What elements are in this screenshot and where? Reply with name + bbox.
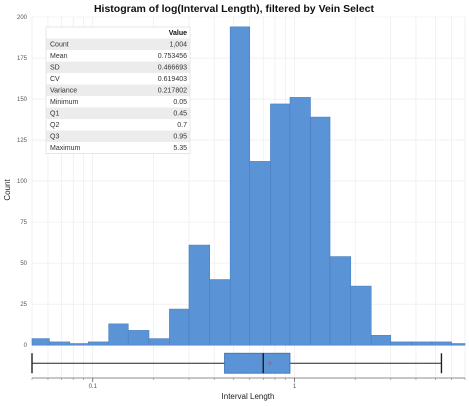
y-tick-label: 50: [20, 261, 27, 267]
histogram-bar: [148, 338, 170, 346]
histogram-bar: [270, 103, 291, 346]
y-tick-label: 100: [17, 179, 28, 185]
histogram-bar: [127, 330, 150, 346]
table-row-value: 0.466693: [158, 65, 187, 72]
y-axis-label: Count: [3, 179, 12, 201]
table-row-value: 0.45: [173, 111, 187, 118]
table-row-stripe: [46, 38, 190, 50]
bars-layer: [31, 26, 466, 346]
x-tick-label: 1: [293, 384, 297, 390]
histogram-bar: [209, 279, 231, 346]
histogram-bar: [229, 26, 251, 346]
table-row-stripe: [46, 61, 190, 73]
histogram-bar: [390, 341, 412, 346]
table-row-stripe: [46, 84, 190, 96]
table-row-label: Variance: [50, 88, 77, 95]
table-row-label: Q3: [50, 134, 59, 141]
histogram-bar: [31, 338, 50, 346]
y-tick-label: 25: [20, 302, 27, 308]
table-row-label: Mean: [50, 53, 68, 60]
table-row-value: 0.217802: [158, 88, 187, 95]
table-row-stripe: [46, 130, 190, 142]
histogram-bar: [451, 343, 466, 346]
table-row-value: 0.753456: [158, 53, 187, 60]
histogram-bar: [249, 161, 271, 346]
histogram-bar: [169, 308, 190, 346]
table-row-label: CV: [50, 76, 60, 83]
y-tick-label: 175: [17, 56, 28, 62]
histogram-bar: [431, 341, 452, 346]
table-row-value: 0.95: [173, 134, 187, 141]
table-row-value: 0.619403: [158, 76, 187, 83]
table-row-value: 1,004: [169, 42, 187, 49]
table-row-label: SD: [50, 65, 60, 72]
x-tick-label: 0.1: [89, 384, 98, 390]
y-tick-label: 75: [20, 220, 27, 226]
histogram-bar: [411, 341, 433, 346]
histogram-bar: [350, 285, 372, 346]
histogram-bar: [87, 341, 110, 346]
table-row-label: Minimum: [50, 99, 79, 106]
histogram-bar: [370, 335, 392, 346]
histogram-bar: [49, 341, 71, 346]
histogram-bar: [289, 97, 311, 346]
histogram-bar: [69, 343, 89, 346]
table-row-value: 0.05: [173, 99, 187, 106]
histogram-bar: [108, 323, 129, 346]
y-tick-label: 150: [17, 97, 28, 103]
boxplot: [31, 352, 443, 374]
table-row-label: Q1: [50, 111, 59, 118]
y-tick-label: 200: [17, 15, 28, 21]
table-row-value: 0.7: [177, 122, 187, 129]
y-tick-label: 0: [24, 343, 28, 349]
histogram-bar: [188, 244, 211, 346]
table-row-label: Q2: [50, 122, 59, 129]
table-row-value: 5.35: [173, 145, 187, 152]
histogram-bar: [310, 116, 331, 346]
chart-title: Histogram of log(Interval Length), filte…: [94, 3, 375, 15]
table-row-label: Maximum: [50, 145, 81, 152]
stats-table: Value Count 1,004 Mean 0.753456 SD 0.466693 CV 0…: [45, 26, 191, 154]
box-iqr: [224, 352, 291, 374]
table-row-stripe: [46, 107, 190, 119]
axes-layer: 0 25 50 75 100 125 150 175 200 0.1 1: [17, 15, 466, 390]
table-row-label: Count: [50, 42, 69, 49]
histogram-bar: [329, 256, 352, 346]
x-axis-label: Interval Length: [222, 392, 275, 401]
table-header-value: Value: [169, 30, 187, 37]
y-tick-label: 125: [17, 138, 28, 144]
